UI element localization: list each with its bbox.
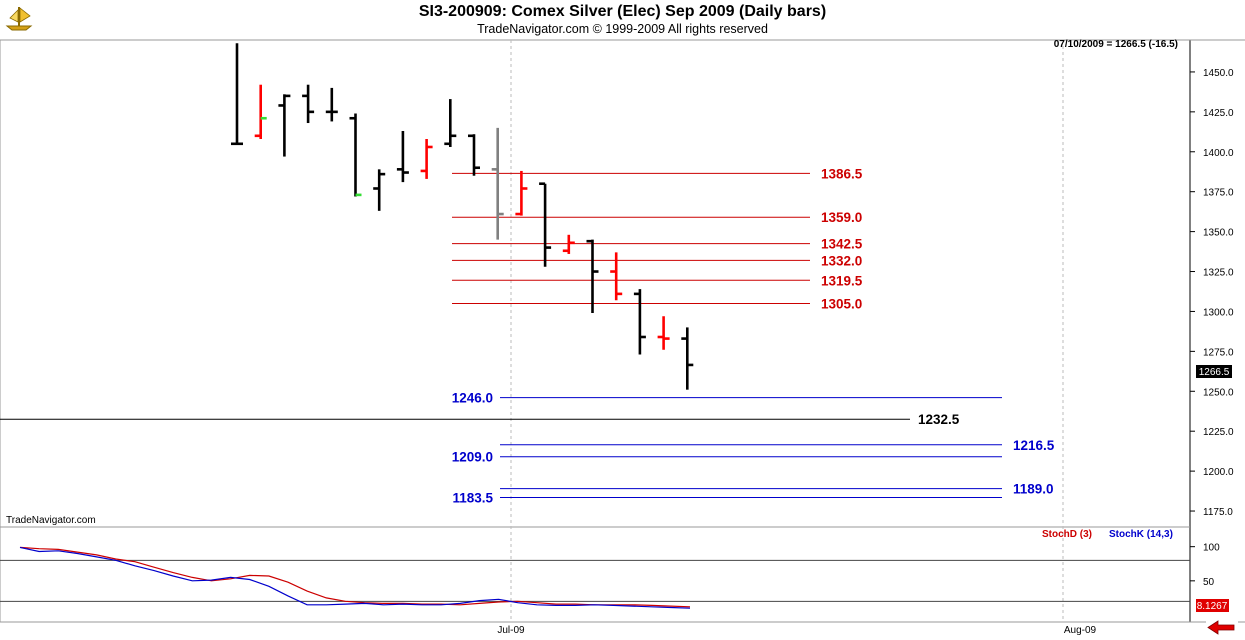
y-tick-label: 1300.0: [1203, 307, 1234, 318]
x-tick-label-aug: Aug-09: [1064, 625, 1097, 636]
price-bar: [373, 169, 386, 211]
price-bar: [586, 239, 599, 314]
y-tick-label: 1175.0: [1203, 507, 1233, 518]
level-label: 1183.5: [452, 490, 493, 505]
trade-navigator-logo-icon: [5, 7, 33, 31]
price-bar: [420, 138, 433, 179]
price-bar: [325, 87, 338, 122]
bars-layer: [231, 43, 694, 390]
level-label: 1305.0: [821, 296, 862, 311]
price-bar: [444, 99, 457, 147]
legend-stochk: StochK (14,3): [1109, 529, 1173, 540]
x-tick-label-jul: Jul-09: [497, 625, 525, 636]
y-tick-label: 1275.0: [1203, 347, 1234, 358]
legend-stochd: StochD (3): [1042, 529, 1092, 540]
osc-tick-label: 50: [1203, 577, 1215, 588]
y-tick-label: 1325.0: [1203, 268, 1234, 279]
level-label: 1332.0: [821, 253, 862, 268]
price-bar: [349, 113, 362, 197]
level-label: 1246.0: [452, 391, 493, 406]
chart-subtitle: TradeNavigator.com © 1999-2009 All right…: [477, 22, 768, 36]
y-tick-label: 1450.0: [1203, 68, 1234, 79]
level-label: 1216.5: [1013, 438, 1055, 453]
price-bar: [468, 134, 480, 176]
level-label: 1359.0: [821, 210, 862, 225]
last-price-label: 1266.5: [1199, 367, 1230, 378]
price-bar: [539, 182, 552, 267]
level-label: 1386.5: [821, 166, 863, 181]
level-label: 1189.0: [1013, 482, 1054, 497]
last-price-box: [1196, 365, 1232, 378]
price-bar: [610, 252, 623, 301]
level-label: 1209.0: [452, 450, 493, 465]
osc-last-value-box: [1196, 599, 1229, 612]
scroll-left-arrow-icon[interactable]: [1206, 619, 1238, 636]
price-bar: [657, 316, 670, 350]
y-tick-label: 1350.0: [1203, 228, 1234, 239]
level-label: 1342.5: [821, 237, 863, 252]
price-bar: [278, 94, 291, 157]
y-tick-label: 1400.0: [1203, 148, 1234, 159]
watermark-label: TradeNavigator.com: [6, 515, 96, 526]
oscillator-panel: 100 50: [0, 543, 1220, 609]
price-bar: [254, 84, 267, 139]
osc-series-line: [19, 546, 691, 608]
price-bar: [491, 127, 504, 240]
y-tick-label: 1200.0: [1203, 467, 1234, 478]
price-bar: [302, 84, 315, 124]
date-readout: 07/10/2009 = 1266.5 (-16.5): [1054, 39, 1178, 50]
osc-series-line: [19, 546, 691, 609]
y-tick-label: 1225.0: [1203, 427, 1234, 438]
level-label: 1232.5: [918, 412, 960, 427]
price-bar: [633, 289, 646, 355]
y-tick-label: 1375.0: [1203, 188, 1234, 199]
price-bar: [231, 43, 243, 146]
y-tick-label: 1250.0: [1203, 387, 1234, 398]
y-tick-label: 1425.0: [1203, 108, 1234, 119]
price-bar: [396, 131, 409, 183]
y-axis-ticks: 1450.0 1425.0 1400.0 1375.0 1350.0 1325.0 1300…: [1190, 68, 1234, 518]
price-bar: [562, 234, 575, 254]
chart-title: SI3-200909: Comex Silver (Elec) Sep 2009…: [418, 3, 827, 20]
price-bar: [681, 327, 694, 390]
osc-tick-label: 100: [1203, 543, 1220, 554]
level-label: 1319.5: [821, 273, 863, 288]
osc-last-value-label: 8.1267: [1197, 601, 1228, 612]
price-bar: [515, 170, 528, 216]
